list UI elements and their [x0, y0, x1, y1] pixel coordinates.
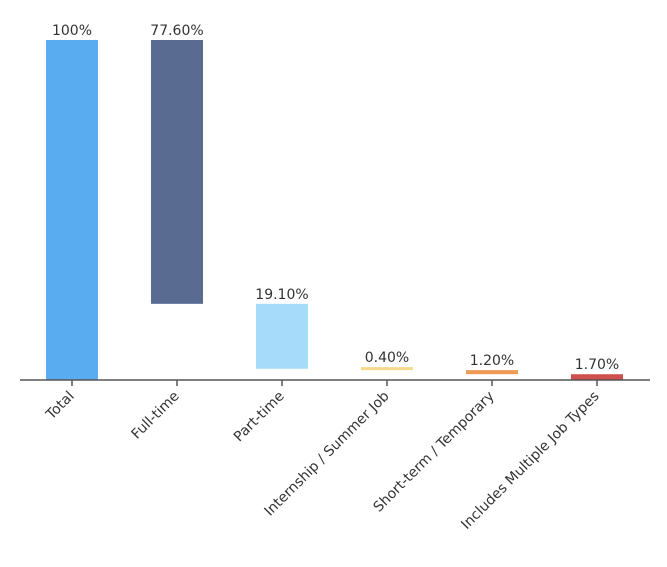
value-label-3: 19.10%	[255, 287, 308, 303]
bar-4	[361, 367, 413, 371]
category-label-5: Short-term / Temporary	[371, 388, 498, 515]
value-label-5: 1.20%	[470, 353, 514, 369]
value-label-6: 1.70%	[575, 357, 619, 373]
category-label-4: Internship / Summer Job	[261, 388, 392, 519]
value-labels-group: 100% 77.60% 19.10% 0.40% 1.20% 1.70%	[52, 23, 619, 373]
category-label-1: Total	[43, 388, 78, 423]
category-label-3: Part-time	[231, 388, 288, 445]
category-label-2: Full-time	[128, 388, 182, 442]
value-label-4: 0.40%	[365, 350, 409, 366]
bar-2	[151, 40, 203, 304]
value-label-1: 100%	[52, 23, 92, 39]
bar-1	[46, 40, 98, 380]
value-label-2: 77.60%	[150, 23, 203, 39]
bar-6	[571, 374, 623, 380]
bar-5	[466, 370, 518, 375]
bar-3	[256, 303, 308, 369]
bars-group	[46, 40, 623, 380]
x-ticks-group	[71, 380, 598, 386]
